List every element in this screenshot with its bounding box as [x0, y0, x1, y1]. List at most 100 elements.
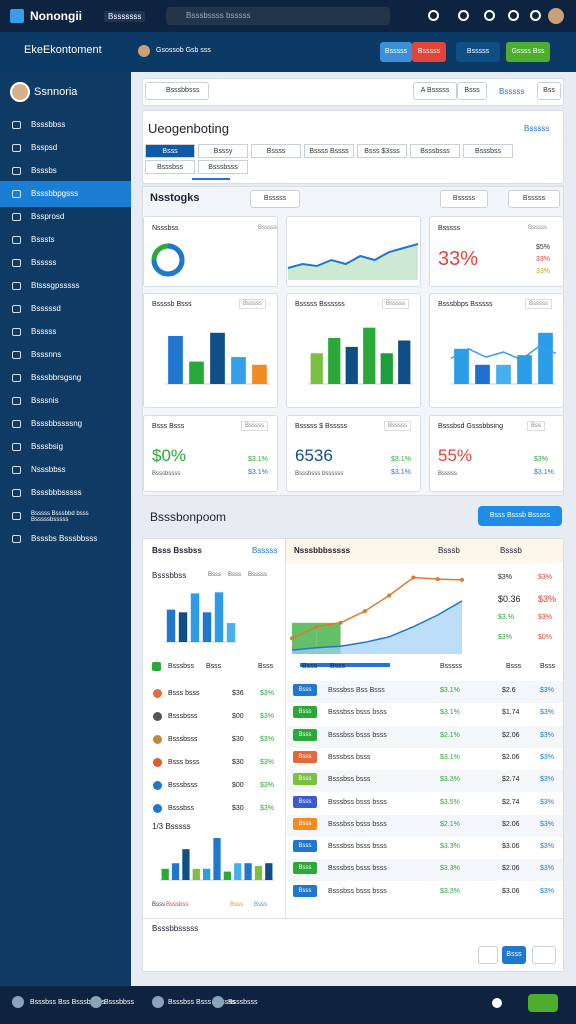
- point: [435, 577, 440, 582]
- badge[interactable]: Bsss: [293, 884, 317, 897]
- table-cell: $3%: [540, 731, 555, 739]
- bar: [328, 337, 341, 384]
- filter-button[interactable]: Bsssss: [508, 190, 560, 208]
- sidebar-item[interactable]: Bsspsd: [31, 143, 58, 152]
- card-title: Bssssb Bsss: [152, 301, 192, 308]
- left-title: Bsss Bssbss: [152, 546, 202, 555]
- tab[interactable]: Bssss: [251, 144, 301, 158]
- table-cell: $3%: [260, 805, 275, 812]
- badge[interactable]: Bsss: [293, 840, 317, 853]
- bottom-item[interactable]: Bsssbbss: [104, 999, 134, 1006]
- card: [429, 216, 564, 287]
- sidebar-item[interactable]: Bssprosd: [31, 212, 65, 221]
- tab[interactable]: Bsssbsss: [198, 160, 248, 174]
- bar: [517, 355, 532, 384]
- kpi-stat: $3%: [534, 456, 549, 463]
- link[interactable]: Bsssss: [252, 546, 278, 555]
- chart: [450, 332, 557, 385]
- table-cell: $2.6: [502, 687, 516, 694]
- filter-button[interactable]: A Bsssss: [413, 82, 457, 100]
- bottom-item[interactable]: Bsssbss Bss Bsssbbsss: [30, 999, 106, 1006]
- page-prev[interactable]: [478, 946, 498, 964]
- badge[interactable]: Bsss: [293, 706, 317, 719]
- tab[interactable]: Bsssbsss: [410, 144, 460, 158]
- sidebar-item[interactable]: Bsssnns: [31, 350, 62, 359]
- sidebar-item[interactable]: Bsssbs: [31, 166, 57, 175]
- badge[interactable]: Bsss: [293, 684, 317, 696]
- bottom-item[interactable]: Bsssbss Bsss Bsssss: [168, 999, 236, 1006]
- sidebar-item[interactable]: Bsssss: [31, 258, 57, 267]
- chart-tab[interactable]: Bsss: [228, 572, 242, 578]
- sidebar-item[interactable]: Bsssbbss: [31, 120, 66, 129]
- link[interactable]: Bsssss: [524, 124, 550, 133]
- bar: [454, 348, 469, 384]
- sidebar-item[interactable]: Bsssbbpgsss: [31, 189, 79, 198]
- header-button[interactable]: Gssss Bss: [506, 42, 550, 62]
- primary-button[interactable]: Bsss Bsssb Bsssss: [478, 506, 562, 526]
- bar: [178, 612, 188, 642]
- sidebar-item[interactable]: Bsssbbbsssss: [31, 488, 82, 497]
- divider: [285, 539, 286, 919]
- tab[interactable]: Bsss $3sss: [357, 144, 407, 158]
- card-title: Bsss Bsss: [152, 423, 185, 430]
- bottom-button[interactable]: [528, 994, 558, 1012]
- header-button[interactable]: Bsssss: [456, 42, 500, 62]
- row-icon: [153, 689, 162, 698]
- chart-tab[interactable]: Bsssss: [248, 572, 268, 578]
- table-cell: Bsss bsss: [168, 759, 200, 766]
- badge[interactable]: Bsss: [293, 817, 317, 830]
- sidebar-item[interactable]: Bsssbs Bsssbbsss: [31, 534, 98, 543]
- sidebar-icon: [12, 397, 21, 405]
- menu-button[interactable]: Bsssssss: [104, 11, 146, 22]
- sidebar-item[interactable]: Bsssnis: [31, 396, 59, 405]
- sidebar-item[interactable]: Bsssts: [31, 235, 55, 244]
- header-button[interactable]: Bsssss: [380, 42, 412, 62]
- sidebar-icon: [12, 259, 21, 267]
- table-cell: $3%: [540, 709, 555, 717]
- bottom-item[interactable]: Bsssbsss: [228, 999, 258, 1006]
- tab[interactable]: Bssss Bssss: [304, 144, 354, 158]
- badge[interactable]: Bsss: [293, 750, 317, 763]
- search-box[interactable]: Bsssbssss bsssss: [166, 7, 390, 25]
- header-button[interactable]: Bsssss: [412, 42, 446, 62]
- table-cell: $3%: [540, 887, 555, 895]
- filter-button[interactable]: Bsssss: [440, 190, 488, 208]
- sidebar-item[interactable]: Bsssss: [31, 327, 57, 336]
- sidebar-item[interactable]: Btsssgpsssss: [31, 281, 80, 290]
- table-cell: $3%: [540, 776, 555, 784]
- head-badge: [152, 662, 161, 671]
- tab[interactable]: Bsssbss: [463, 144, 513, 158]
- badge[interactable]: Bsss: [293, 795, 317, 808]
- sidebar-item[interactable]: Bsssssd: [31, 304, 61, 313]
- sidebar-icon: [12, 420, 21, 428]
- tab[interactable]: Bsssy: [198, 144, 248, 158]
- badge[interactable]: Bsss: [293, 773, 317, 786]
- search-field[interactable]: Bsssss: [250, 190, 300, 208]
- button[interactable]: Bss: [537, 82, 561, 100]
- table-cell: $2.1%: [440, 820, 460, 828]
- page-next[interactable]: [532, 946, 556, 964]
- chart-tab[interactable]: Bsss: [208, 572, 222, 578]
- search-field[interactable]: Bsssbbsss: [145, 82, 209, 100]
- bar: [265, 863, 273, 880]
- badge[interactable]: Bsss: [293, 728, 317, 741]
- donut-value: [151, 243, 185, 277]
- link[interactable]: Bsssss: [499, 87, 525, 96]
- filter-button[interactable]: Bsss: [457, 82, 487, 100]
- sidebar-item[interactable]: Bsssbbssssng: [31, 419, 83, 428]
- sidebar-item[interactable]: Bsssbbrsgsng: [31, 373, 82, 382]
- sidebar-item[interactable]: Bsssbsig: [31, 442, 64, 451]
- stat: $3%: [538, 574, 553, 581]
- tab[interactable]: Bsss: [145, 144, 195, 158]
- chart: [290, 575, 464, 654]
- sidebar-item[interactable]: Nsssbbss: [31, 465, 66, 474]
- table-cell: $3.06: [502, 887, 520, 895]
- chart: [165, 332, 270, 385]
- tab[interactable]: Bsssbss: [145, 160, 195, 174]
- bar: [223, 871, 231, 880]
- card: [429, 415, 564, 492]
- badge[interactable]: Bsss: [293, 862, 317, 875]
- sidebar-item[interactable]: Bsssss Bsssbbd bsss Bsssssbsssss: [31, 511, 89, 523]
- card-sub: Bsssss: [258, 225, 278, 231]
- page-button[interactable]: Bsss: [502, 946, 526, 964]
